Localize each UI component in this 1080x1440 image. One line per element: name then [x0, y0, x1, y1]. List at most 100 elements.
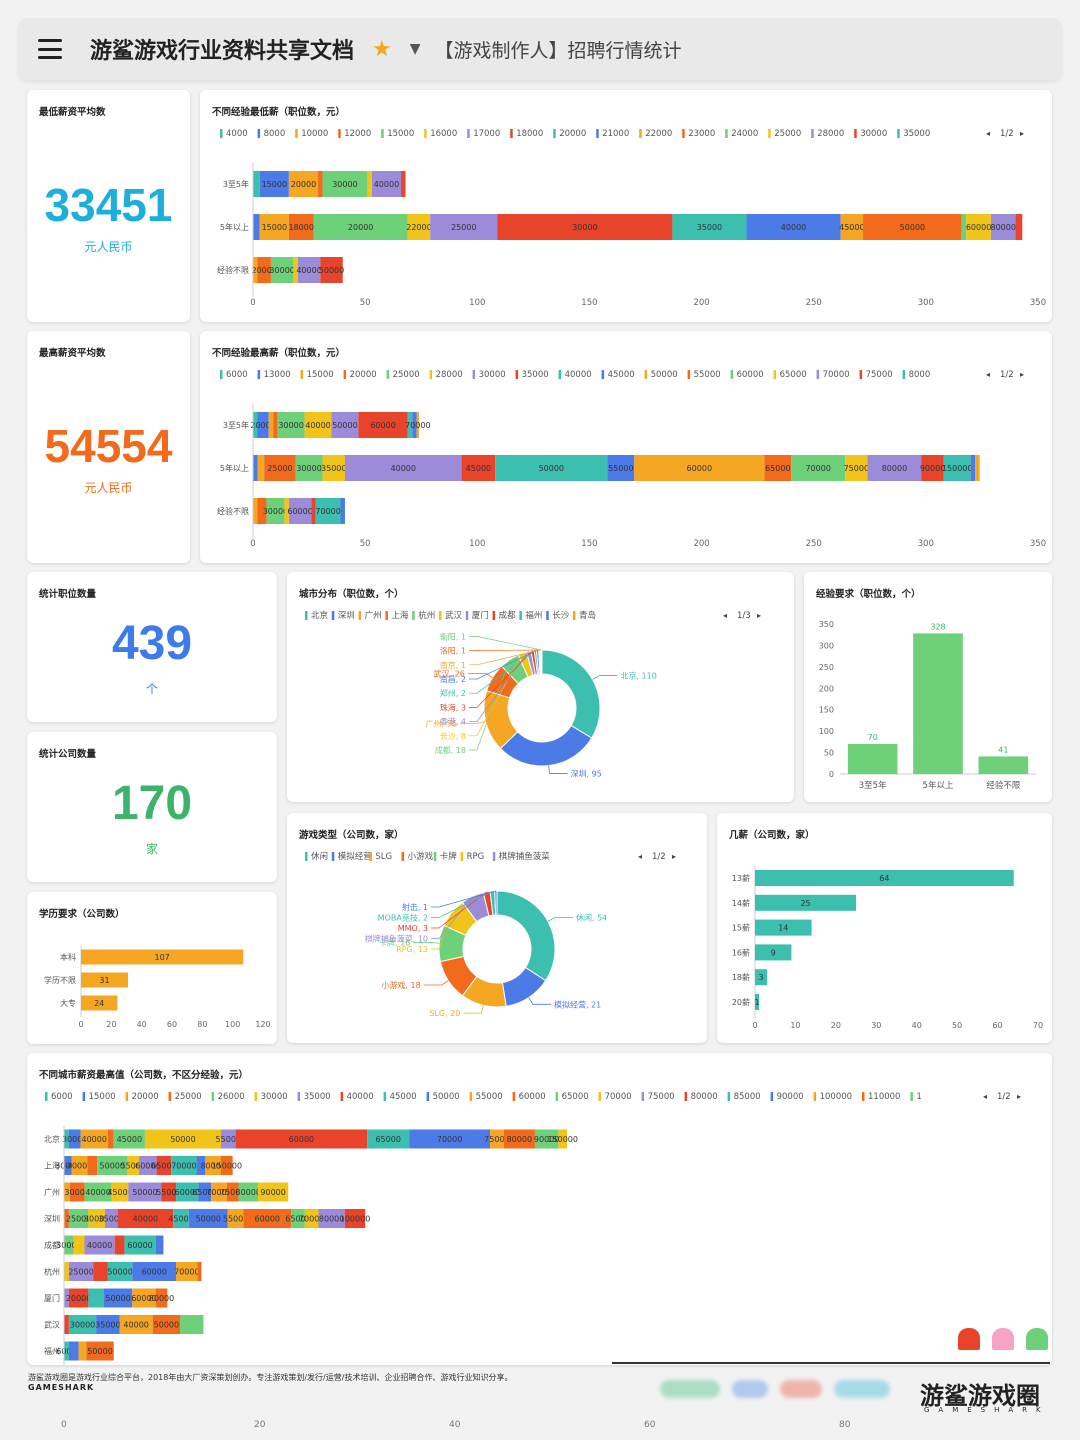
city-salary-legend-swatch — [469, 1092, 473, 1101]
min-exp-bar-segment — [840, 214, 864, 240]
city-salary-bar-segment — [198, 1182, 212, 1202]
max-exp-legend-item: 28000 — [436, 370, 463, 380]
city-salary-bar-segment — [534, 1129, 559, 1149]
max-exp-segment-label: 70000 — [315, 507, 340, 516]
city-salary-segment-label: 6000 — [56, 1347, 76, 1356]
min-exp-legend-item: 30000 — [860, 129, 887, 139]
min-exp-legend-swatch — [854, 129, 857, 138]
max-exp-segment-label: 40000 — [391, 464, 416, 473]
star-icon[interactable]: ★ — [372, 36, 392, 62]
city-salary-segment-label: 50000 — [105, 1294, 130, 1303]
city-salary-legend-swatch — [598, 1092, 602, 1101]
city-salary-legend-swatch — [641, 1092, 645, 1101]
game-slice-label: RPG, 13 — [396, 945, 428, 954]
city-leader-line — [469, 650, 536, 694]
menu-icon[interactable] — [38, 39, 62, 59]
city-salary-legend-swatch — [555, 1092, 559, 1101]
months-x-tick: 70 — [1033, 1021, 1043, 1030]
city-salary-bar-segment — [117, 1209, 174, 1228]
months-bar — [755, 944, 792, 961]
city-salary-row-label: 福州 — [44, 1347, 60, 1356]
months-bar-value: 3 — [759, 973, 764, 982]
city-salary-bar-segment — [318, 1209, 345, 1228]
city-salary-bar-segment — [68, 1262, 94, 1281]
city-salary-bar-segment — [176, 1182, 199, 1202]
city-salary-legend-swatch — [426, 1092, 430, 1101]
city-salary-bar-segment — [64, 1182, 70, 1202]
min-exp-bar-segment — [297, 257, 321, 283]
min-exp-legend-item: 4000 — [226, 129, 248, 139]
city-legend-item: 北京 — [311, 610, 328, 621]
exp-bar — [847, 744, 898, 774]
city-salary-bar-segment — [119, 1315, 153, 1334]
months-bar — [755, 994, 760, 1010]
city-salary-legend-page: 1/2 — [997, 1092, 1011, 1102]
max-exp-bar-segment — [407, 412, 413, 438]
city-legend-item: 杭州 — [418, 610, 435, 621]
city-salary-legend-item: 50000 — [433, 1092, 460, 1102]
city-salary-bar-segment — [84, 1182, 112, 1202]
edu-x-tick: 0 — [78, 1020, 83, 1029]
city-salary-row-label: 广州 — [44, 1187, 60, 1197]
city-salary-bar-segment — [93, 1262, 108, 1281]
city-salary-segment-label: 65000 — [151, 1162, 176, 1171]
months-bar-value: 14 — [778, 924, 788, 933]
city-salary-legend-swatch — [383, 1092, 387, 1101]
game-legend-page: 1/2 — [652, 852, 666, 862]
game-leader-line — [463, 1005, 484, 1014]
game-legend-next-icon: ▸ — [672, 852, 676, 861]
city-salary-bar-segment — [155, 1288, 168, 1308]
max-exp-legend-item: 6000 — [226, 370, 248, 380]
max-exp-legend-swatch — [220, 370, 223, 379]
companies-kpi-value: 170 — [111, 777, 193, 830]
min-exp-row-label: 5年以上 — [220, 222, 249, 232]
chevron-down-icon[interactable]: ▼ — [409, 41, 421, 57]
city-salary-segment-label: 30000 — [62, 1135, 87, 1144]
months-bar — [755, 870, 1014, 886]
max-exp-bar-segment — [257, 455, 265, 481]
city-salary-row-label: 北京 — [44, 1134, 60, 1144]
min-exp-legend-swatch — [220, 129, 223, 138]
max-exp-legend-item: 40000 — [565, 370, 592, 380]
max-exp-bar-segment — [344, 455, 462, 481]
city-salary-legend-item: 100000 — [820, 1092, 852, 1102]
game-slice-label: SLG, 20 — [429, 1009, 460, 1018]
exp-x-label: 5年以上 — [923, 780, 954, 791]
city-salary-bar-segment — [103, 1288, 133, 1308]
city-slice-label: 长沙, 8 — [440, 731, 466, 741]
game-legend-item: 卡牌 — [440, 851, 458, 862]
max-exp-bar-segment — [315, 498, 341, 524]
max-exp-legend-swatch — [859, 370, 863, 379]
city-salary-segment-label: 70000 — [174, 1268, 199, 1277]
max-exp-legend-item: 50000 — [651, 370, 678, 380]
city-leader-line — [467, 672, 493, 678]
exp-y-tick: 350 — [819, 620, 834, 629]
city-salary-segment-label: 40000 — [67, 1162, 92, 1171]
max-exp-segment-label: 30000 — [278, 421, 303, 430]
min-exp-bar-segment — [253, 257, 258, 283]
min-exp-bar-segment — [863, 214, 962, 240]
city-salary-bar-segment — [64, 1235, 74, 1255]
min-exp-segment-label: 60000 — [966, 223, 991, 232]
max-salary-by-exp-title: 不同经验最高薪（职位数，元） — [212, 348, 346, 359]
max-exp-segment-label: 65000 — [765, 464, 790, 473]
min-exp-x-tick: 0 — [250, 298, 255, 308]
city-salary-segment-label: 90000 — [260, 1188, 285, 1197]
city-leader-line — [469, 651, 530, 722]
city-salary-legend-item: 26000 — [218, 1092, 245, 1102]
min-exp-bar-segment — [371, 171, 402, 197]
city-salary-segment-label: 60000 — [135, 1162, 160, 1171]
bottom-axis-tick: 60 — [644, 1420, 656, 1430]
max-exp-bar-segment — [634, 455, 765, 481]
max-exp-segment-label: 80000 — [882, 464, 907, 473]
salary-months-chart: 0 10 20 30 40 50 60 70 13薪 64 14薪 25 15薪 14 16薪 9 18薪 3 20… — [732, 865, 1043, 1030]
months-row-label: 16薪 — [732, 947, 750, 957]
city-legend-item: 长沙 — [552, 610, 570, 621]
city-salary-segment-label: 60000 — [255, 1215, 280, 1224]
city-salary-bar-segment — [64, 1262, 69, 1281]
city-salary-segment-label: 60000 — [127, 1241, 152, 1250]
companies-kpi-unit: 家 — [145, 842, 158, 856]
city-distribution-card: 城市分布（职位数，个） 北京 深圳 广州 上海 杭州 武汉 厦门 成都 福州 长沙 青岛 ◂ 1/3 ▸ 北… — [287, 572, 794, 802]
city-salary-legend-item: 80000 — [691, 1092, 718, 1102]
min-exp-legend-item: 16000 — [430, 129, 457, 139]
